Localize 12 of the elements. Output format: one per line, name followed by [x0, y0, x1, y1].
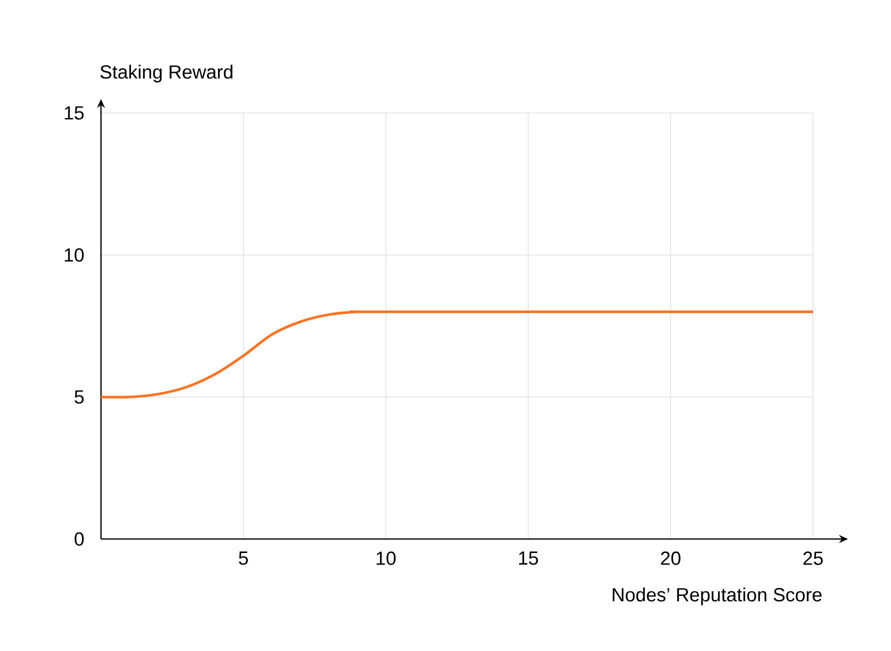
x-axis-title: Nodes’ Reputation Score	[612, 588, 822, 606]
x-tick-label: 25	[803, 552, 823, 565]
x-tick-label: 5	[238, 552, 248, 565]
y-tick-label: 15	[64, 106, 84, 120]
y-tick-label: 0	[74, 532, 84, 546]
x-tick-label: 10	[376, 552, 396, 565]
line-series	[100, 310, 814, 398]
x-tick-label: 15	[519, 552, 538, 565]
x-tick-label: 20	[660, 552, 680, 565]
y-tick-label: 10	[64, 248, 84, 262]
y-tick-label: 5	[74, 390, 84, 404]
y-axis-title: Staking Reward	[100, 64, 232, 82]
